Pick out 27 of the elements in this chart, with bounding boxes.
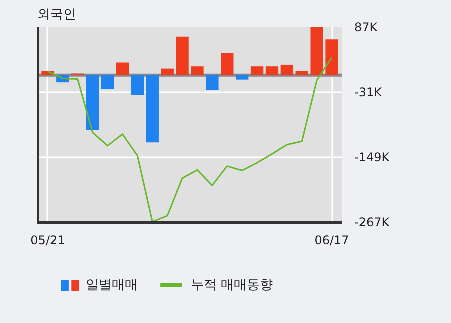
- bar: [326, 40, 338, 76]
- bar: [176, 36, 189, 76]
- bar: [250, 66, 264, 76]
- bar: [86, 75, 100, 130]
- line-series: [47, 57, 333, 222]
- legend-label: 누적 매매동향: [191, 278, 274, 293]
- bar: [280, 64, 294, 76]
- bar: [310, 28, 324, 76]
- y-tick-label: -267K: [354, 216, 391, 230]
- bar: [266, 66, 279, 76]
- bar: [236, 75, 249, 80]
- bar: [221, 53, 234, 76]
- bar: [161, 68, 174, 76]
- bar: [101, 75, 114, 90]
- chart-title: 외국인: [38, 8, 76, 22]
- y-tick-label: -31K: [354, 86, 384, 100]
- legend-label: 일별매매: [86, 278, 138, 293]
- bar: [116, 62, 130, 76]
- bar: [146, 75, 159, 143]
- bar: [191, 66, 204, 76]
- bar: [206, 75, 219, 90]
- y-tick-label: -149K: [354, 150, 391, 164]
- x-tick-label: 05/21: [30, 234, 66, 248]
- bar: [296, 71, 308, 76]
- x-tick-label: 06/17: [314, 234, 350, 248]
- bar: [131, 75, 144, 96]
- y-tick-label: 87K: [354, 20, 379, 34]
